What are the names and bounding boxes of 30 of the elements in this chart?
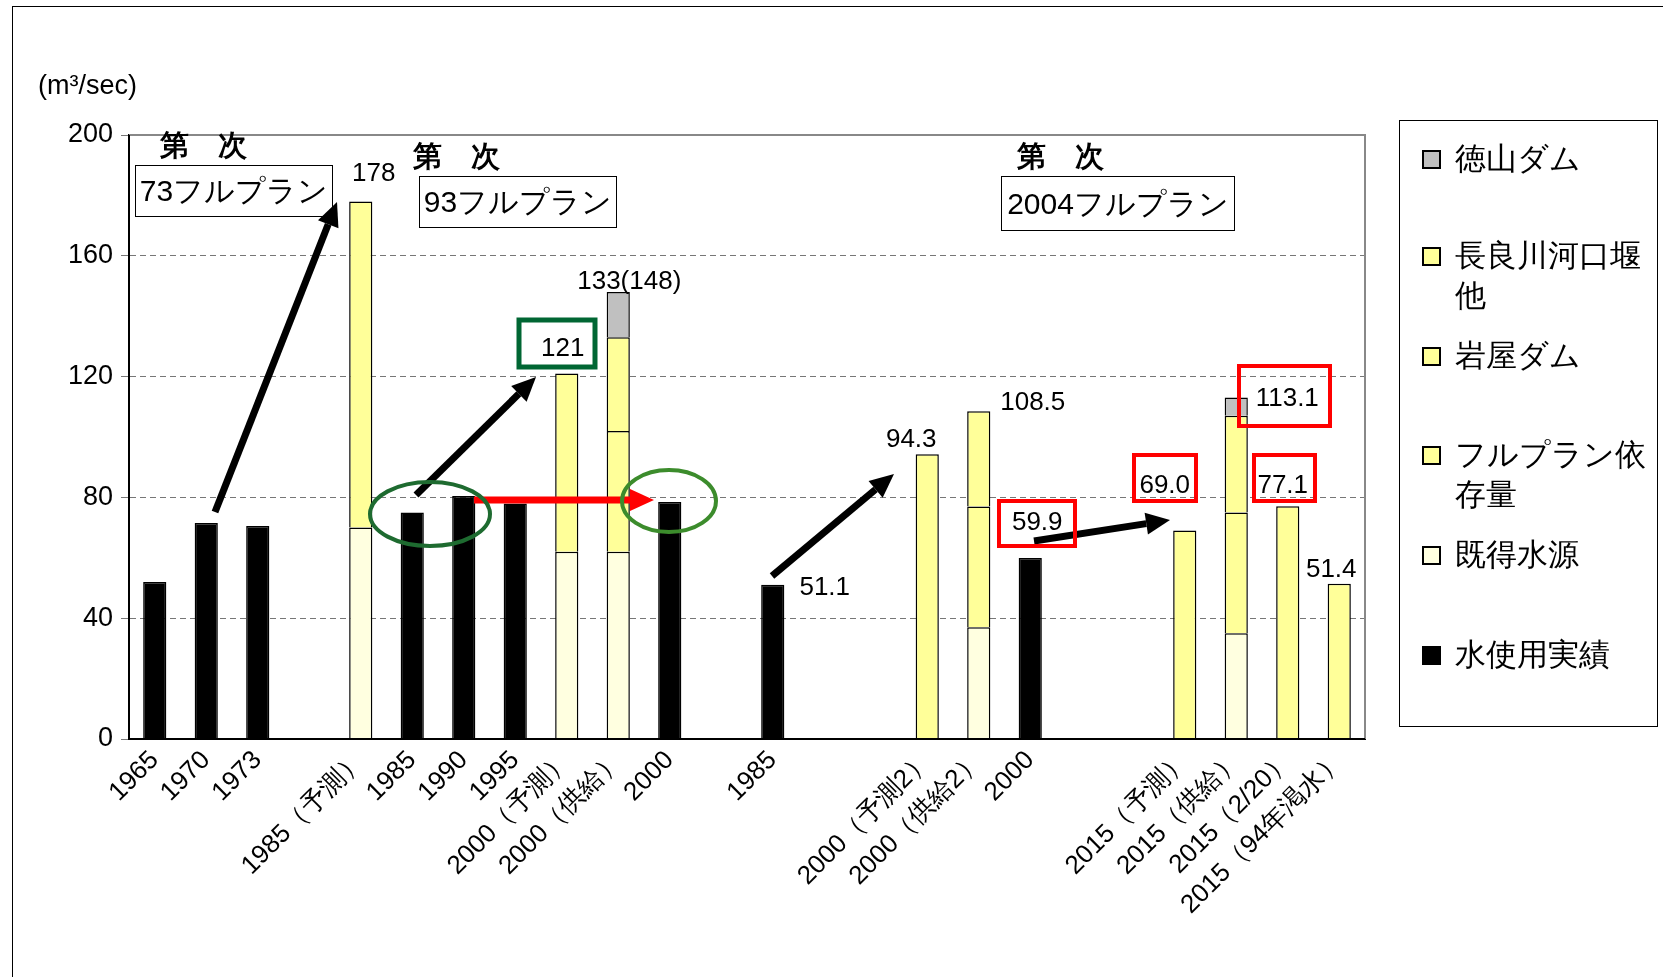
annotation: 73フルプラン bbox=[135, 165, 333, 217]
annotation: 第 次 bbox=[160, 128, 247, 163]
total-label: 133(148) bbox=[577, 265, 682, 296]
total-label: 77.1 bbox=[1257, 469, 1309, 500]
y-tick-label: 160 bbox=[67, 239, 113, 270]
total-label: 178 bbox=[352, 156, 396, 187]
annotation: 93フルプラン bbox=[419, 176, 617, 228]
legend-label: 徳山ダム bbox=[1455, 140, 1581, 178]
y-tick-label: 0 bbox=[97, 722, 113, 753]
total-label: 51.4 bbox=[1305, 552, 1357, 583]
annotation: 第 次 bbox=[1017, 139, 1104, 174]
legend-label: フルプラン依存量 bbox=[1455, 436, 1647, 514]
total-label: 59.9 bbox=[1011, 506, 1063, 537]
legend-label: 長良川河口堰他 bbox=[1455, 237, 1642, 315]
y-tick-label: 40 bbox=[82, 601, 113, 632]
total-label: 69.0 bbox=[1139, 468, 1191, 499]
total-label: 121 bbox=[541, 331, 585, 362]
y-tick-label: 200 bbox=[67, 118, 113, 149]
annotation: 2004フルプラン bbox=[1001, 176, 1235, 231]
total-label: 94.3 bbox=[885, 423, 937, 454]
annotation: 第 次 bbox=[413, 139, 500, 174]
total-label: 113.1 bbox=[1255, 381, 1319, 412]
legend-label: 既得水源 bbox=[1455, 536, 1579, 574]
total-label: 108.5 bbox=[1000, 385, 1066, 416]
y-axis-title: (m³/sec) bbox=[38, 70, 137, 101]
y-tick-label: 80 bbox=[82, 480, 113, 511]
y-tick-label: 120 bbox=[67, 360, 113, 391]
legend-label: 水使用実績 bbox=[1455, 636, 1610, 674]
total-label: 51.1 bbox=[799, 570, 851, 601]
legend-label: 岩屋ダム bbox=[1455, 337, 1581, 375]
